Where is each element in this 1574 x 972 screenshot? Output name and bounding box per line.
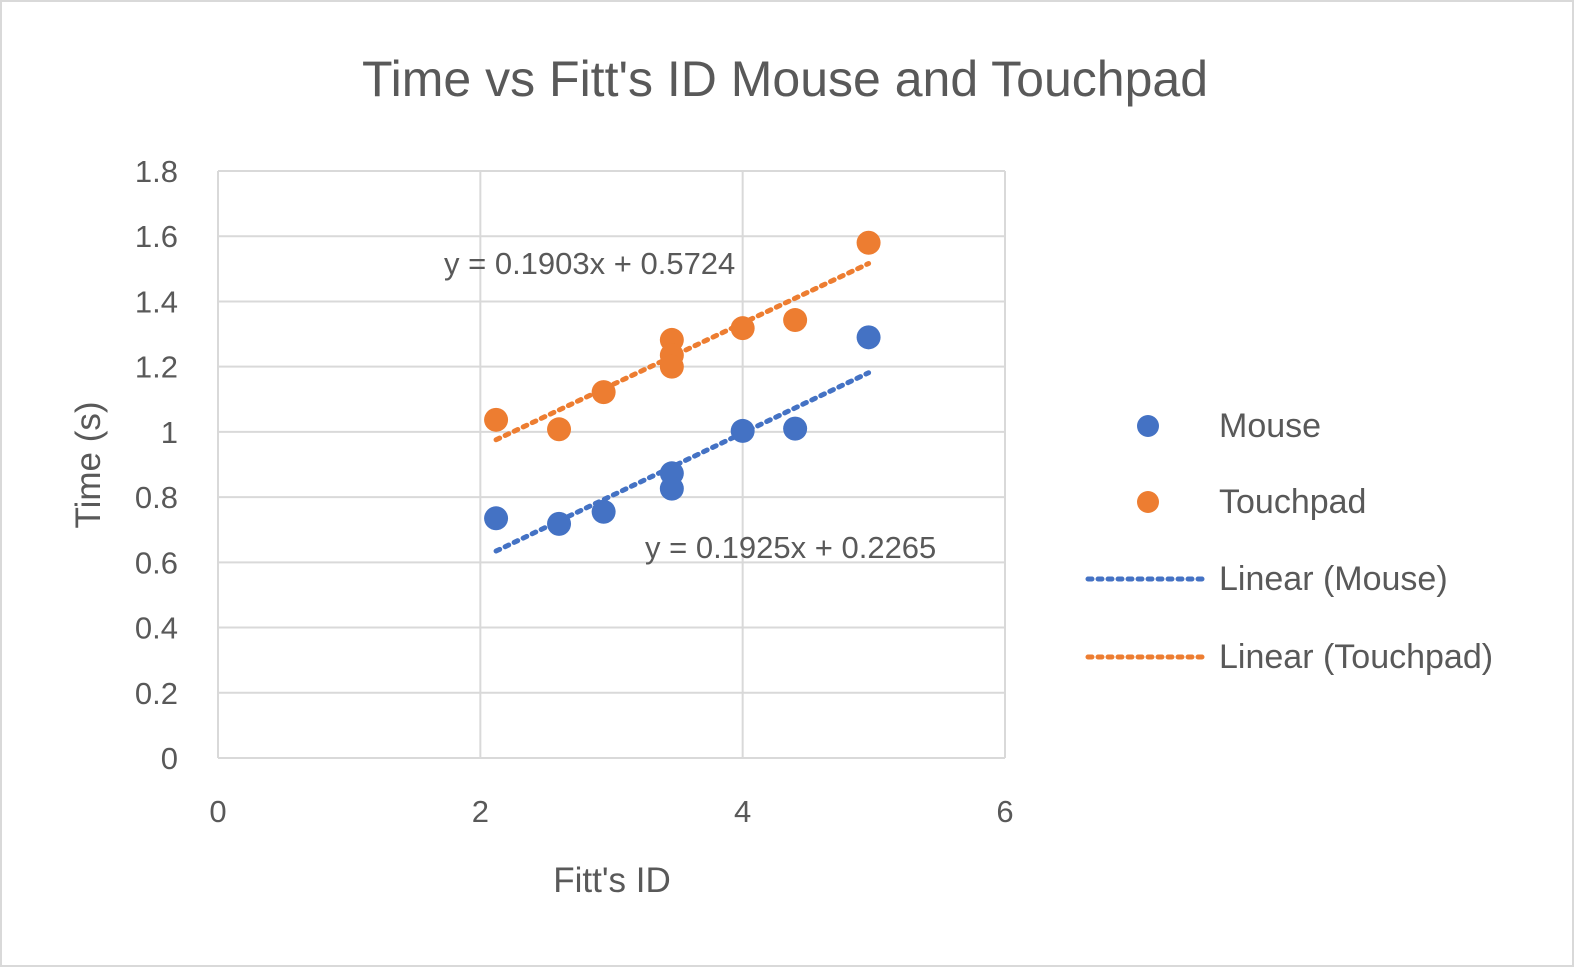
y-tick-label: 0.6: [135, 545, 178, 580]
mouse-trendline-equation: y = 0.1925x + 0.2265: [645, 530, 936, 565]
point-mouse-7: [856, 325, 881, 350]
chart-title: Time vs Fitt's ID Mouse and Touchpad: [362, 51, 1208, 107]
legend-mouse-label: Mouse: [1219, 407, 1321, 445]
legend-touchpad-label: Touchpad: [1219, 483, 1366, 521]
x-tick-labels: 0 2 4 6: [209, 794, 1013, 829]
legend-mouse-marker: [1137, 415, 1159, 437]
point-touchpad-6: [730, 316, 755, 341]
y-tick-label: 1.6: [135, 219, 178, 254]
point-mouse-4: [659, 476, 684, 501]
legend-touchpad-marker: [1137, 491, 1159, 513]
point-touchpad-1: [547, 417, 572, 442]
x-axis-title: Fitt's ID: [553, 861, 671, 900]
y-tick-label: 1.4: [135, 284, 178, 319]
y-tick-label: 0: [161, 741, 178, 776]
point-mouse-1: [547, 511, 572, 536]
point-mouse-0: [484, 506, 509, 531]
point-touchpad-0: [484, 407, 509, 432]
point-touchpad-5: [659, 354, 684, 379]
y-tick-label: 0.4: [135, 611, 178, 646]
legend-linear-touchpad-label: Linear (Touchpad): [1219, 638, 1493, 676]
y-tick-label: 1.2: [135, 350, 178, 385]
x-tick-label: 4: [734, 794, 751, 829]
point-touchpad-8: [856, 230, 881, 255]
x-tick-label: 2: [472, 794, 489, 829]
point-mouse-2: [591, 499, 616, 524]
legend-linear-mouse-label: Linear (Mouse): [1219, 560, 1448, 598]
y-tick-label: 0.2: [135, 676, 178, 711]
point-touchpad-7: [783, 308, 808, 333]
y-tick-labels: 0 0.2 0.4 0.6 0.8 1 1.2 1.4 1.6 1.8: [135, 154, 178, 776]
y-tick-label: 0.8: [135, 480, 178, 515]
x-tick-label: 6: [996, 794, 1013, 829]
data-points: [484, 230, 881, 536]
legend: Mouse Touchpad Linear (Mouse) Linear (To…: [1085, 407, 1493, 676]
x-tick-label: 0: [209, 794, 226, 829]
point-mouse-5: [730, 418, 755, 443]
point-touchpad-2: [591, 380, 616, 405]
gridlines: [217, 170, 1006, 759]
touchpad-trendline-equation: y = 0.1903x + 0.5724: [444, 246, 735, 281]
y-tick-label: 1.8: [135, 154, 178, 189]
y-tick-label: 1: [161, 415, 178, 450]
point-mouse-6: [783, 416, 808, 441]
y-axis-title: Time (s): [69, 401, 108, 528]
